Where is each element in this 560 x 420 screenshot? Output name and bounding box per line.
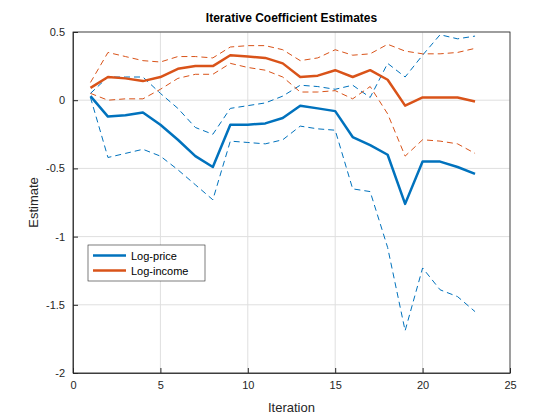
plot-frame [73, 32, 510, 373]
tick: -0.5 [46, 162, 78, 174]
legend-swatch [93, 269, 126, 272]
confidence-bound [90, 63, 475, 156]
tick: 0.5 [50, 26, 78, 38]
grid-line [422, 32, 423, 373]
tick: 15 [330, 368, 342, 391]
grid-line [160, 32, 161, 373]
y-axis-label: Estimate [26, 177, 41, 228]
tick-label: 0.5 [50, 26, 65, 38]
grid-line [73, 168, 510, 169]
tick-label: -2 [55, 367, 65, 379]
tick-mark [248, 368, 249, 373]
tick-label: -0.5 [46, 162, 65, 174]
grid-line [73, 304, 510, 305]
title: Iterative Coefficient Estimates [206, 11, 378, 25]
tick-mark [335, 368, 336, 373]
grid-line [335, 32, 336, 373]
legend-label: Log-price [131, 250, 177, 262]
plot: 0 5 10 15 20 25 -2 -1.5 -1 -0.5 0 0.5 Log-price Log-i… [46, 26, 517, 391]
tick: -2 [55, 367, 78, 379]
grid [73, 32, 510, 373]
tick: 20 [417, 368, 429, 391]
chart: 0 5 10 15 20 25 -2 -1.5 -1 -0.5 0 0.5 Log-price Log-i… [0, 0, 560, 420]
tick-mark [73, 305, 78, 306]
axis-line [73, 33, 74, 374]
tick: 0 [59, 94, 78, 106]
tick: -1.5 [46, 299, 78, 311]
x-axis-label: Iteration [268, 400, 315, 415]
tick-mark [510, 368, 511, 373]
legend-box [88, 245, 205, 281]
confidence-bound [90, 97, 475, 330]
tick-mark [423, 368, 424, 373]
tick: 10 [242, 368, 254, 391]
tick-label: 20 [417, 379, 429, 391]
tick-mark [73, 373, 78, 374]
axis-line [74, 373, 511, 374]
tick-label: 25 [504, 379, 516, 391]
x-axis: 0 5 10 15 20 25 [70, 368, 516, 391]
y-axis: -2 -1.5 -1 -0.5 0 0.5 [46, 26, 78, 379]
tick-label: -1.5 [46, 299, 65, 311]
legend: Log-price Log-income [88, 245, 205, 281]
series-line [90, 96, 475, 204]
grid-line [247, 32, 248, 373]
legend-swatch [93, 254, 126, 257]
tick-label: 0 [70, 379, 76, 391]
tick-label: 10 [242, 379, 254, 391]
tick-mark [73, 168, 78, 169]
tick-mark [73, 237, 78, 238]
tick: 5 [158, 368, 164, 391]
tick-mark [73, 32, 78, 33]
tick: -1 [55, 231, 78, 243]
tick-label: 5 [158, 379, 164, 391]
tick-label: -1 [55, 231, 65, 243]
grid-line [73, 100, 510, 101]
grid-line [73, 236, 510, 237]
confidence-bound [90, 35, 475, 135]
tick: 25 [504, 368, 516, 391]
tick-label: 0 [59, 94, 65, 106]
series [90, 35, 475, 331]
series-line [90, 55, 475, 105]
tick-mark [160, 368, 161, 373]
legend-label: Log-income [131, 265, 188, 277]
tick-label: 15 [330, 379, 342, 391]
tick-mark [73, 100, 78, 101]
